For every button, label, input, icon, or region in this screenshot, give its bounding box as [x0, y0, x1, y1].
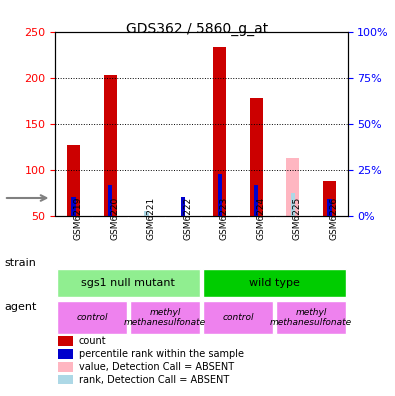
- Text: GSM6220: GSM6220: [110, 196, 119, 240]
- Bar: [181, 197, 185, 216]
- FancyBboxPatch shape: [203, 301, 273, 335]
- Text: GSM6224: GSM6224: [256, 197, 265, 240]
- Bar: [145, 211, 149, 216]
- FancyBboxPatch shape: [130, 301, 199, 335]
- Bar: [213, 47, 226, 216]
- Text: methyl
methanesulfonate: methyl methanesulfonate: [124, 308, 206, 327]
- Bar: [327, 199, 331, 216]
- FancyBboxPatch shape: [57, 269, 199, 297]
- Text: count: count: [79, 336, 106, 346]
- Text: rank, Detection Call = ABSENT: rank, Detection Call = ABSENT: [79, 375, 229, 385]
- Text: percentile rank within the sample: percentile rank within the sample: [79, 349, 244, 359]
- Bar: [291, 192, 295, 216]
- Bar: [286, 158, 299, 216]
- Text: GSM6222: GSM6222: [183, 197, 192, 240]
- Bar: [58, 349, 73, 359]
- Text: sgs1 null mutant: sgs1 null mutant: [81, 278, 175, 288]
- Text: agent: agent: [4, 302, 36, 312]
- Text: control: control: [76, 313, 107, 322]
- Bar: [58, 336, 73, 346]
- Bar: [254, 185, 258, 216]
- Text: GSM6226: GSM6226: [329, 196, 339, 240]
- Bar: [108, 185, 112, 216]
- Bar: [250, 98, 263, 216]
- Bar: [218, 174, 222, 216]
- Bar: [67, 145, 80, 216]
- Text: GSM6223: GSM6223: [220, 196, 229, 240]
- Text: wild type: wild type: [249, 278, 300, 288]
- Text: GDS362 / 5860_g_at: GDS362 / 5860_g_at: [126, 22, 269, 36]
- Bar: [291, 192, 295, 216]
- Text: GSM6225: GSM6225: [293, 196, 302, 240]
- Text: GSM6219: GSM6219: [73, 196, 83, 240]
- FancyBboxPatch shape: [203, 269, 346, 297]
- FancyBboxPatch shape: [57, 301, 126, 335]
- Text: value, Detection Call = ABSENT: value, Detection Call = ABSENT: [79, 362, 234, 372]
- Text: methyl
methanesulfonate: methyl methanesulfonate: [270, 308, 352, 327]
- FancyBboxPatch shape: [276, 301, 346, 335]
- Bar: [58, 362, 73, 371]
- Bar: [58, 375, 73, 385]
- Text: GSM6221: GSM6221: [147, 196, 156, 240]
- Bar: [104, 75, 117, 216]
- Text: control: control: [222, 313, 254, 322]
- Text: strain: strain: [4, 258, 36, 268]
- Bar: [71, 197, 76, 216]
- Bar: [323, 181, 336, 216]
